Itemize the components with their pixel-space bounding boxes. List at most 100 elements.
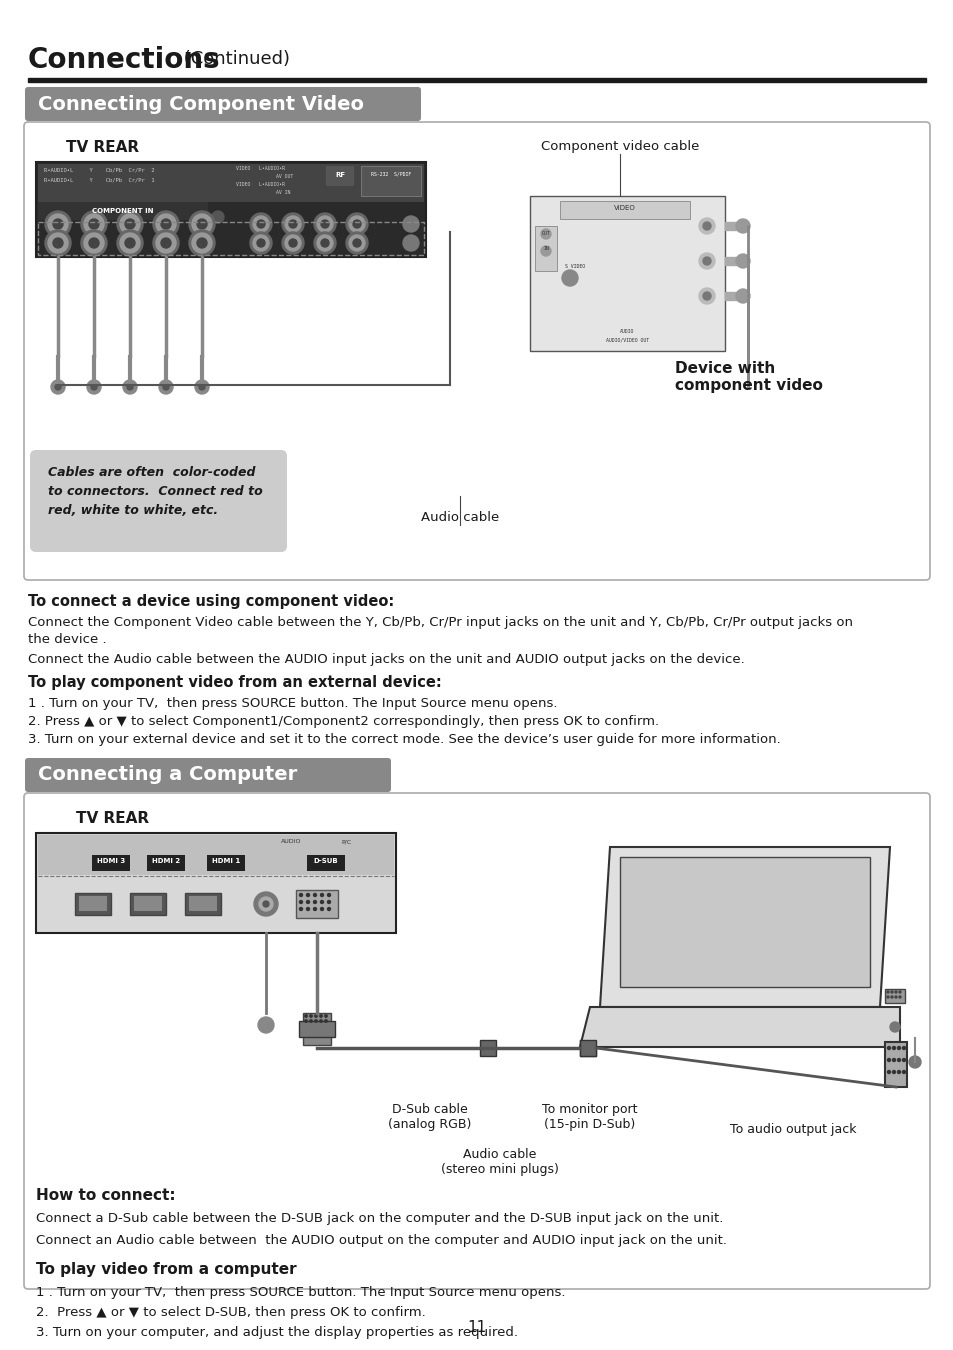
Circle shape bbox=[285, 235, 301, 251]
Circle shape bbox=[890, 996, 892, 998]
Bar bbox=[36, 833, 395, 933]
Bar bbox=[619, 857, 869, 987]
Circle shape bbox=[123, 379, 137, 394]
Bar bbox=[38, 163, 423, 202]
Text: How to connect:: How to connect: bbox=[36, 1188, 175, 1203]
Circle shape bbox=[735, 219, 749, 234]
Text: Connect a D-Sub cable between the D-SUB jack on the computer and the D-SUB input: Connect a D-Sub cable between the D-SUB … bbox=[36, 1212, 722, 1224]
FancyBboxPatch shape bbox=[25, 757, 391, 792]
Circle shape bbox=[310, 1019, 312, 1022]
Text: VIDEO   L•AUDIO•R: VIDEO L•AUDIO•R bbox=[235, 182, 285, 188]
Circle shape bbox=[152, 230, 179, 256]
Bar bbox=[579, 1040, 596, 1056]
Text: R•AUDIO•L     Y    Cb/Pb  Cr/Pr  1: R•AUDIO•L Y Cb/Pb Cr/Pr 1 bbox=[44, 178, 154, 184]
Circle shape bbox=[735, 254, 749, 269]
Text: R•AUDIO•L     Y    Cb/Pb  Cr/Pr  2: R•AUDIO•L Y Cb/Pb Cr/Pr 2 bbox=[44, 167, 154, 173]
Circle shape bbox=[699, 288, 714, 304]
Circle shape bbox=[540, 246, 551, 256]
Circle shape bbox=[324, 1019, 327, 1022]
Text: HDMI 3: HDMI 3 bbox=[97, 859, 125, 864]
Circle shape bbox=[91, 383, 97, 390]
Circle shape bbox=[892, 1071, 895, 1073]
Circle shape bbox=[306, 900, 309, 903]
Circle shape bbox=[250, 213, 272, 235]
Circle shape bbox=[189, 211, 214, 238]
Circle shape bbox=[886, 991, 888, 994]
Circle shape bbox=[319, 1019, 322, 1022]
Text: HDMI 1: HDMI 1 bbox=[212, 859, 240, 864]
Text: COMPONENT IN: COMPONENT IN bbox=[92, 208, 153, 215]
FancyBboxPatch shape bbox=[24, 122, 929, 580]
Circle shape bbox=[699, 252, 714, 269]
Circle shape bbox=[310, 1015, 312, 1017]
Text: S VIDEO: S VIDEO bbox=[564, 265, 584, 269]
Circle shape bbox=[81, 211, 107, 238]
Circle shape bbox=[320, 900, 323, 903]
Circle shape bbox=[256, 239, 265, 247]
Text: 2. Press ▲ or ▼ to select Component1/Component2 correspondingly, then press OK t: 2. Press ▲ or ▼ to select Component1/Com… bbox=[28, 716, 659, 728]
Text: Connect the Component Video cable between the Y, Cb/Pb, Cr/Pr input jacks on the: Connect the Component Video cable betwee… bbox=[28, 616, 852, 629]
Circle shape bbox=[702, 221, 710, 230]
Text: TV REAR: TV REAR bbox=[67, 140, 139, 155]
Circle shape bbox=[196, 219, 207, 230]
Bar bbox=[559, 201, 689, 219]
Circle shape bbox=[327, 894, 330, 896]
Text: 3. Turn on your external device and set it to the correct mode. See the device’s: 3. Turn on your external device and set … bbox=[28, 733, 780, 747]
Bar bbox=[298, 1021, 335, 1037]
Circle shape bbox=[258, 896, 273, 911]
Circle shape bbox=[898, 996, 900, 998]
Circle shape bbox=[320, 220, 329, 228]
Circle shape bbox=[902, 1071, 904, 1073]
Text: 11: 11 bbox=[467, 1320, 486, 1335]
Circle shape bbox=[316, 216, 333, 232]
Circle shape bbox=[306, 894, 309, 896]
Text: To audio output jack: To audio output jack bbox=[729, 1123, 856, 1135]
Bar bbox=[326, 166, 354, 186]
Circle shape bbox=[212, 211, 224, 223]
Circle shape bbox=[282, 213, 304, 235]
FancyBboxPatch shape bbox=[25, 86, 420, 122]
Text: RF: RF bbox=[335, 171, 345, 178]
Circle shape bbox=[897, 1046, 900, 1049]
Circle shape bbox=[161, 219, 171, 230]
Text: To play component video from an external device:: To play component video from an external… bbox=[28, 675, 441, 690]
Bar bbox=[38, 836, 394, 875]
Circle shape bbox=[152, 211, 179, 238]
Text: Audio cable: Audio cable bbox=[420, 512, 498, 524]
Text: Cables are often  color-coded
to connectors.  Connect red to
red, white to white: Cables are often color-coded to connecto… bbox=[48, 466, 262, 517]
Circle shape bbox=[263, 900, 269, 907]
Bar bbox=[307, 855, 345, 871]
Circle shape bbox=[902, 1046, 904, 1049]
Circle shape bbox=[898, 991, 900, 994]
Circle shape bbox=[540, 230, 551, 239]
Circle shape bbox=[346, 232, 368, 254]
Text: Connecting a Computer: Connecting a Computer bbox=[38, 765, 297, 784]
Circle shape bbox=[53, 238, 63, 248]
Circle shape bbox=[892, 1046, 895, 1049]
Bar bbox=[360, 166, 420, 196]
Circle shape bbox=[117, 211, 143, 238]
Text: AUDIO: AUDIO bbox=[280, 838, 301, 844]
Circle shape bbox=[897, 1058, 900, 1061]
Circle shape bbox=[320, 239, 329, 247]
Bar bbox=[295, 890, 337, 918]
Bar bbox=[133, 896, 162, 911]
Bar bbox=[75, 892, 111, 915]
Circle shape bbox=[561, 270, 578, 286]
FancyBboxPatch shape bbox=[24, 792, 929, 1289]
Text: Connect the Audio cable between the AUDIO input jacks on the unit and AUDIO outp: Connect the Audio cable between the AUDI… bbox=[28, 653, 744, 666]
Circle shape bbox=[192, 234, 212, 252]
Circle shape bbox=[53, 219, 63, 230]
Circle shape bbox=[319, 1015, 322, 1017]
Circle shape bbox=[289, 239, 296, 247]
Circle shape bbox=[320, 907, 323, 910]
Text: D-SUB: D-SUB bbox=[314, 859, 338, 864]
Bar bbox=[38, 202, 208, 220]
Circle shape bbox=[45, 230, 71, 256]
Circle shape bbox=[402, 235, 418, 251]
Circle shape bbox=[299, 900, 302, 903]
Text: AUDIO/VIDEO OUT: AUDIO/VIDEO OUT bbox=[605, 338, 648, 342]
Circle shape bbox=[250, 232, 272, 254]
Bar bbox=[79, 896, 107, 911]
Circle shape bbox=[282, 232, 304, 254]
